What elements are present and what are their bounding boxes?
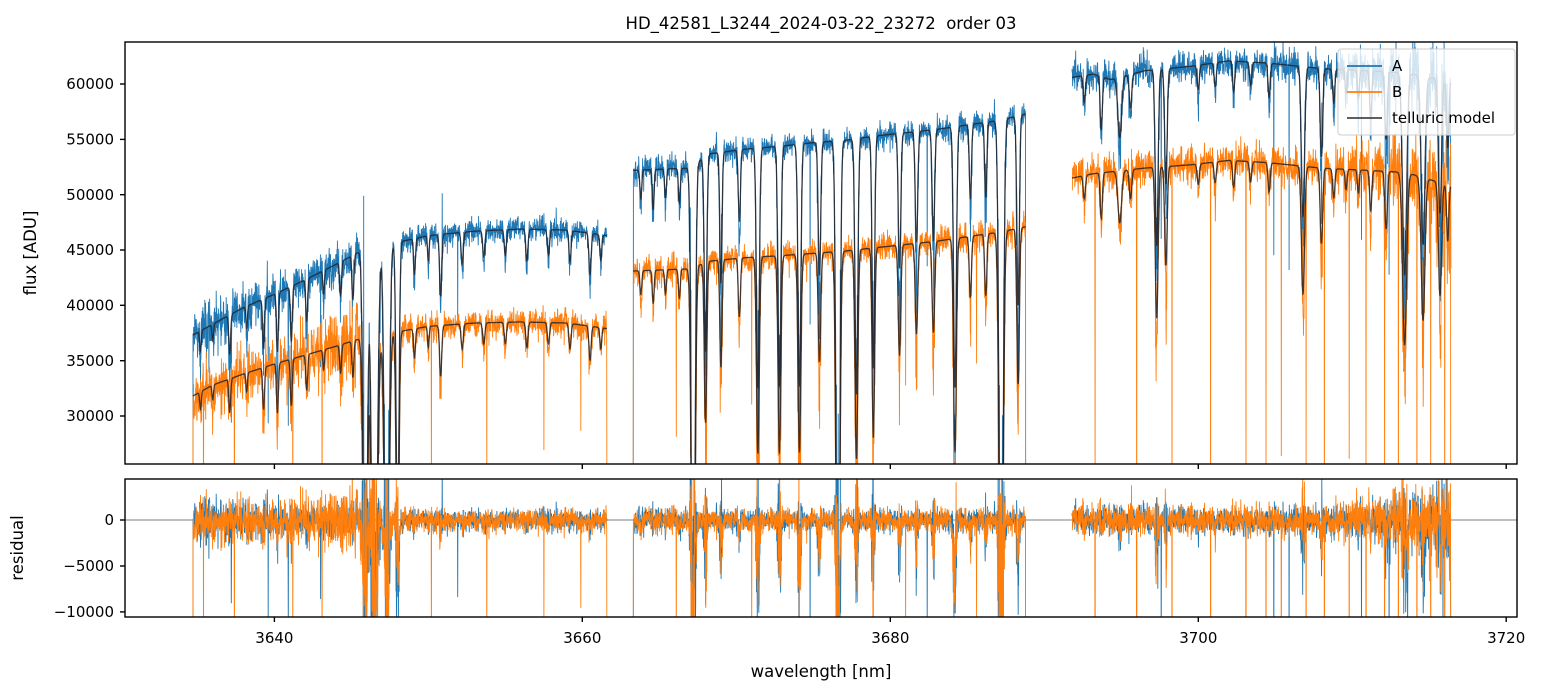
y-tick-label: 35000 [66,352,114,370]
y-tick-label: 60000 [66,75,114,93]
x-tick-label: 3660 [563,629,601,647]
chart-title: HD_42581_L3244_2024-03-22_23272 order 03 [626,14,1017,34]
panel-flux-spines [124,41,1518,465]
y-tick-label: 45000 [66,241,114,259]
y-tick-label: 40000 [66,297,114,315]
y-tick-label: −5000 [63,557,114,575]
y-tick-label: 0 [104,511,114,529]
panel-residual-spines [124,478,1518,618]
legend-label: A [1392,57,1403,75]
x-tick-label: 3640 [255,629,293,647]
legend-box [1337,48,1516,136]
y-axis-label-residual: residual [8,515,27,580]
x-tick-label: 3700 [1179,629,1217,647]
legend-item-b: B [1347,83,1402,101]
x-axis-label: wavelength [nm] [751,662,892,681]
telluric-model-on-B [192,159,1452,464]
legend-label: telluric model [1392,109,1495,127]
legend-item-a: A [1347,57,1403,75]
y-axis-label-flux: flux [ADU] [21,211,40,296]
y-tick-label: 30000 [66,407,114,425]
y-tick-label: 55000 [66,131,114,149]
series-B-residual [192,479,1452,617]
legend-label: B [1392,83,1402,101]
y-tick-label: 50000 [66,186,114,204]
y-tick-label: −10000 [54,603,114,621]
x-tick-label: 3720 [1487,629,1525,647]
x-tick-label: 3680 [871,629,909,647]
legend-item-telluric-model: telluric model [1347,109,1495,127]
